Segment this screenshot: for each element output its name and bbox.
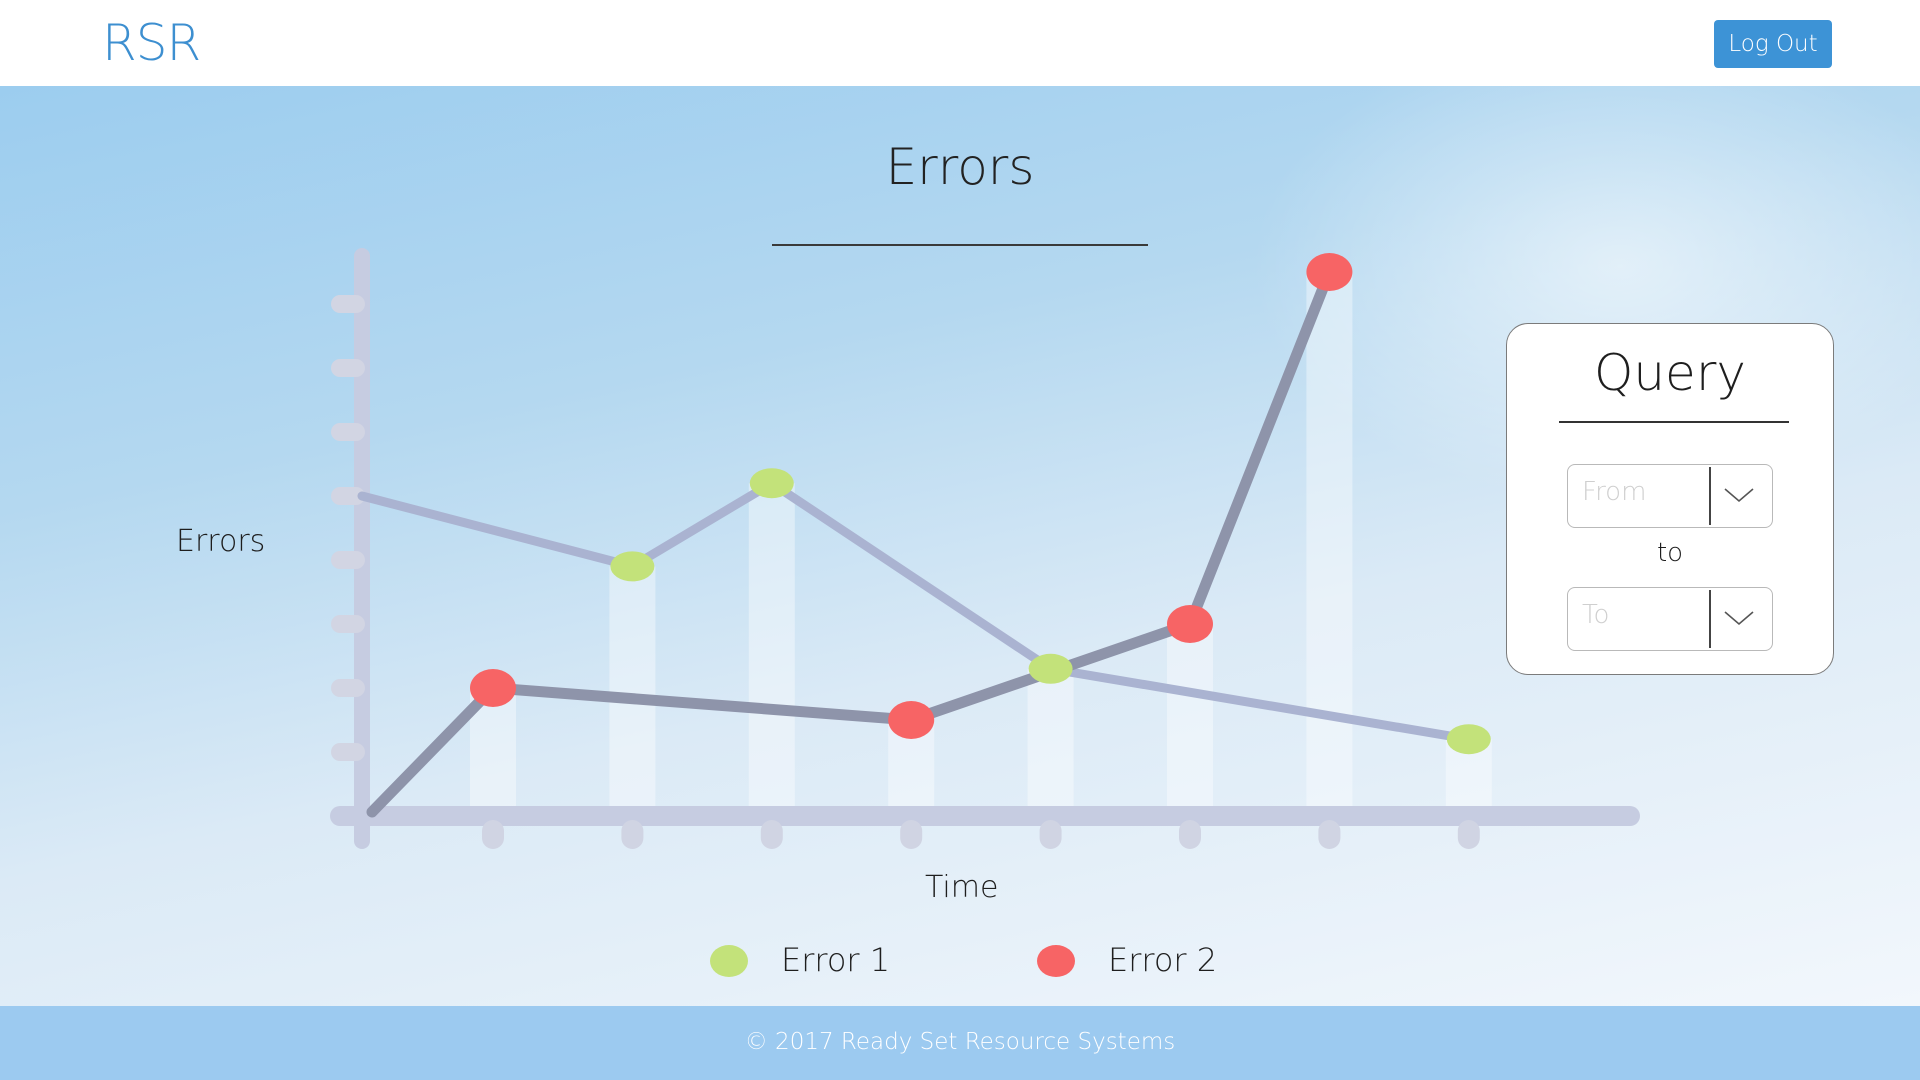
- from-date-select[interactable]: From: [1567, 464, 1773, 528]
- column-highlight: [1167, 624, 1213, 816]
- footer: © 2017 Ready Set Resource Systems: [0, 1006, 1920, 1080]
- main-content: Errors Errors Time Error 1 Error 2 Query…: [0, 86, 1920, 1006]
- top-bar: RSR Log Out: [0, 0, 1920, 86]
- page-title: Errors: [885, 138, 1035, 196]
- data-point-error-1: [749, 468, 794, 499]
- legend-label-error-1: Error 1: [781, 941, 891, 979]
- column-highlight: [1306, 272, 1353, 816]
- to-date-select[interactable]: To: [1567, 587, 1773, 651]
- data-point-error-2: [470, 669, 516, 707]
- data-point-error-1: [610, 551, 655, 582]
- y-axis-label: Errors: [176, 524, 266, 559]
- from-select-placeholder: From: [1582, 477, 1647, 507]
- column-highlight: [609, 566, 656, 816]
- copyright-text: © 2017 Ready Set Resource Systems: [744, 1029, 1176, 1055]
- legend-swatch-error-2: [1037, 945, 1075, 977]
- legend-swatch-error-1: [710, 945, 748, 977]
- chevron-down-icon[interactable]: [1722, 605, 1756, 629]
- query-divider: [1559, 421, 1789, 423]
- chart-axes: [330, 248, 1640, 849]
- query-panel: Query From to To: [1506, 323, 1834, 675]
- x-axis-label: Time: [925, 870, 999, 905]
- log-out-button[interactable]: Log Out: [1714, 20, 1832, 68]
- data-point-error-1: [1028, 653, 1073, 684]
- title-divider: [772, 244, 1148, 246]
- to-label: to: [1656, 538, 1684, 568]
- chevron-down-icon[interactable]: [1722, 482, 1756, 506]
- select-divider: [1709, 467, 1711, 525]
- series-line-error-1: [357, 478, 1474, 744]
- column-highlight: [748, 483, 795, 816]
- legend-label-error-2: Error 2: [1108, 941, 1218, 979]
- data-point-error-2: [888, 701, 935, 739]
- select-divider: [1709, 590, 1711, 648]
- data-point-error-2: [1167, 605, 1213, 643]
- to-select-placeholder: To: [1582, 600, 1610, 630]
- query-title: Query: [1594, 344, 1746, 402]
- chart-column-highlights: [470, 272, 1492, 816]
- rsr-logo[interactable]: RSR: [102, 14, 201, 72]
- data-point-error-1: [1446, 724, 1491, 755]
- chart-data-points: [470, 253, 1491, 755]
- data-point-error-2: [1306, 253, 1353, 291]
- column-highlight: [1027, 668, 1074, 816]
- errors-line-chart: [330, 248, 1640, 849]
